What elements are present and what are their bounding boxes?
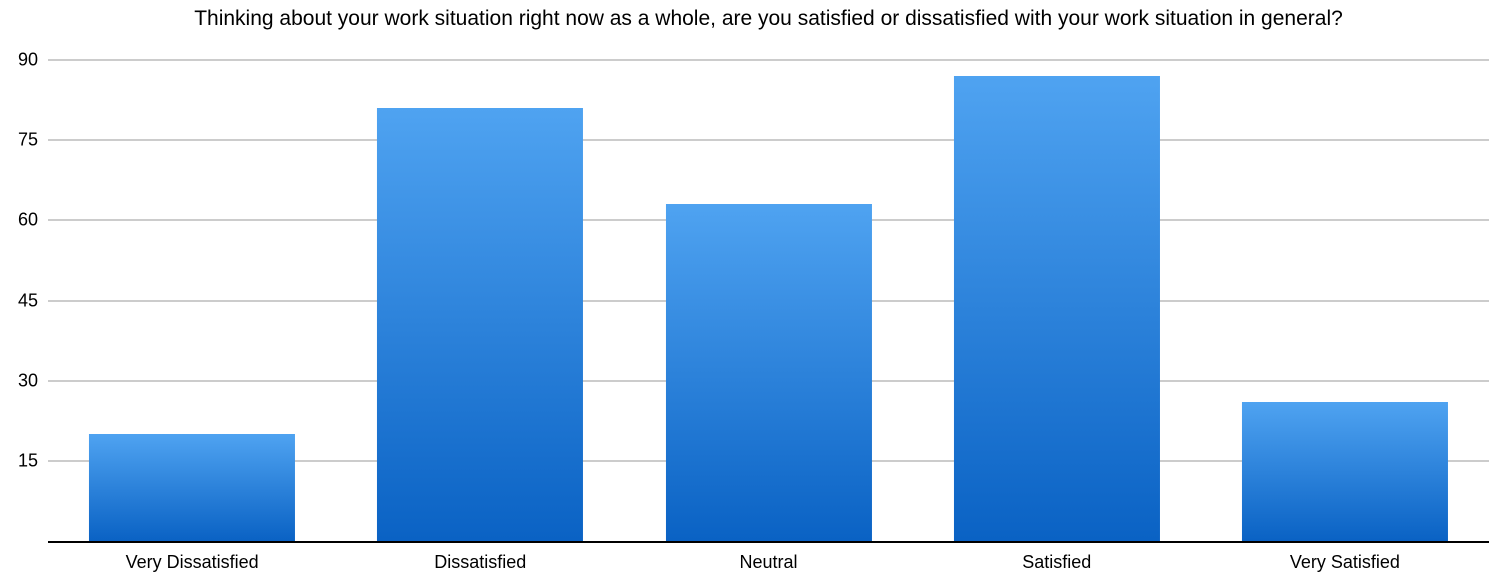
x-label-neutral: Neutral <box>739 552 798 572</box>
bar-slot-0 <box>48 60 336 541</box>
bar-neutral <box>665 204 872 541</box>
bar-very-dissatisfied <box>89 434 296 541</box>
y-tick-label-90: 90 <box>17 49 38 70</box>
y-axis: 15 30 45 60 75 90 <box>0 50 38 541</box>
bar-satisfied <box>953 76 1160 541</box>
x-label-dissatisfied: Dissatisfied <box>434 552 527 572</box>
bar-slot-1 <box>336 60 624 541</box>
bar-dissatisfied <box>377 108 584 541</box>
gridline-75 <box>48 139 1489 142</box>
bar-slot-2 <box>624 60 912 541</box>
bar-slot-4 <box>1201 60 1489 541</box>
bar-very-satisfied <box>1241 402 1448 541</box>
x-label-very-satisfied: Very Satisfied <box>1289 552 1400 572</box>
y-tick-label-15: 15 <box>17 450 38 471</box>
y-tick-label-45: 45 <box>17 290 38 310</box>
gridline-90 <box>48 59 1489 61</box>
y-tick-label-60: 60 <box>17 209 38 230</box>
x-axis-labels: Very Dissatisfied Dissatisfied Neutral Sati… <box>48 552 1489 573</box>
x-label-very-dissatisfied: Very Dissatisfied <box>125 552 259 572</box>
plot-area <box>48 59 1489 543</box>
y-tick-label-30: 30 <box>17 370 38 391</box>
y-tick-label-75: 75 <box>17 129 38 150</box>
bar-slot-3 <box>913 60 1201 541</box>
x-label-satisfied: Satisfied <box>1022 552 1092 572</box>
chart-title: Thinking about your work situation right… <box>194 7 1343 30</box>
